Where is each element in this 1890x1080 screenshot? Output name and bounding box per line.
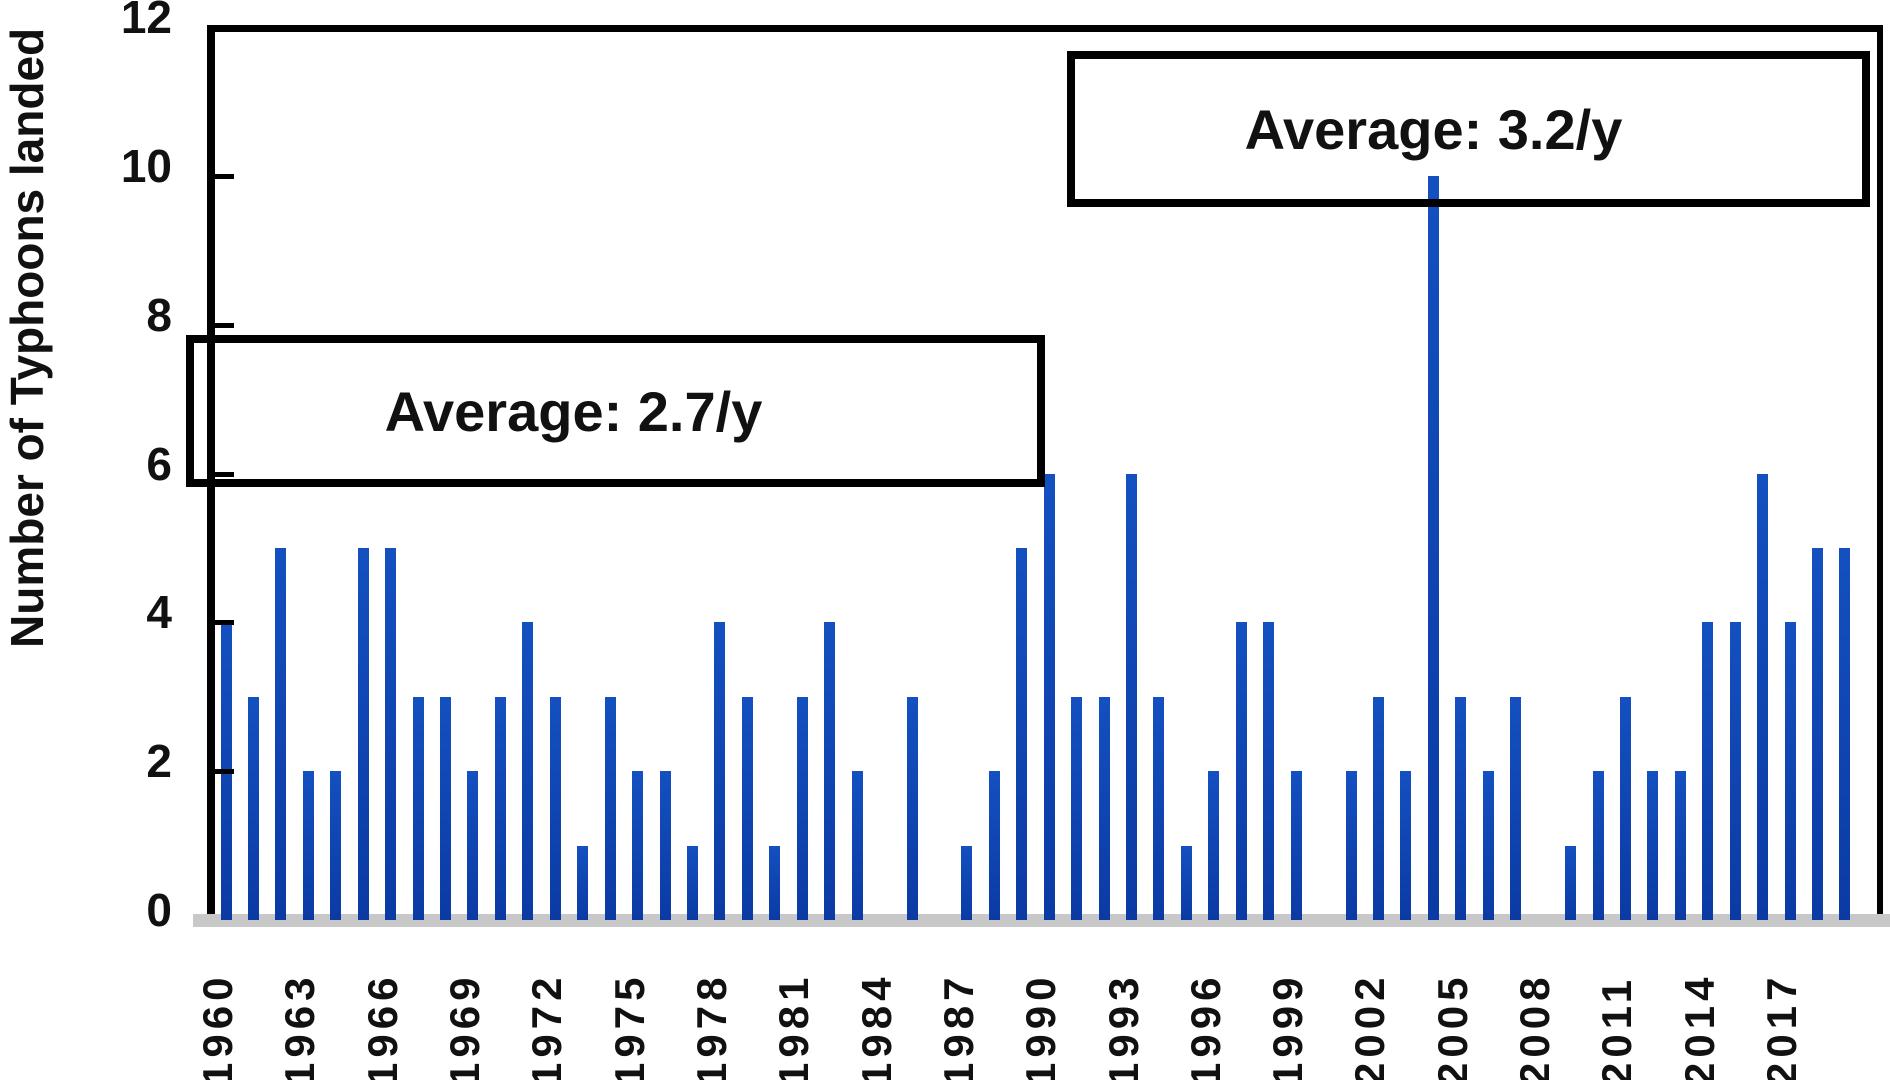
annotation-box-average-first-period: Average: 2.7/y: [186, 335, 1045, 487]
x-tick-label-1999: 1999: [1264, 972, 1312, 1080]
x-tick-label-1978: 1978: [687, 972, 735, 1080]
bar-1982: [824, 622, 836, 920]
bar-2017: [1784, 622, 1796, 920]
y-tick-label-2: 2: [146, 735, 172, 788]
bar-1969: [467, 771, 479, 920]
bar-1991: [1071, 696, 1083, 920]
y-tick-mark-8: [207, 322, 234, 328]
x-tick-label-1993: 1993: [1099, 972, 1147, 1080]
bar-1995: [1180, 845, 1192, 920]
x-tick-label-2008: 2008: [1511, 972, 1559, 1080]
bar-2015: [1729, 622, 1741, 920]
x-tick-label-1990: 1990: [1017, 972, 1065, 1080]
y-tick-label-4: 4: [146, 586, 172, 639]
bar-1983: [851, 771, 863, 920]
x-tick-label-2017: 2017: [1758, 972, 1806, 1080]
bar-1987: [961, 845, 973, 920]
bar-1971: [522, 622, 534, 920]
x-tick-label-2005: 2005: [1428, 972, 1476, 1080]
bar-1981: [796, 696, 808, 920]
bar-2016: [1757, 473, 1769, 920]
bar-1996: [1208, 771, 1220, 920]
bar-1961: [247, 696, 259, 920]
x-tick-label-1984: 1984: [852, 972, 900, 1080]
bar-1967: [412, 696, 424, 920]
bar-2011: [1619, 696, 1631, 920]
bar-1977: [686, 845, 698, 920]
x-tick-label-1966: 1966: [358, 972, 406, 1080]
bar-1966: [385, 548, 397, 920]
bar-2002: [1372, 696, 1384, 920]
y-tick-label-0: 0: [146, 884, 172, 936]
y-tick-label-10: 10: [120, 140, 172, 192]
bar-1989: [1016, 548, 1028, 920]
annotation-text-average-first-period: Average: 2.7/y: [384, 379, 763, 443]
x-tick-label-1981: 1981: [770, 972, 818, 1080]
y-tick-mark-6: [207, 471, 234, 477]
y-tick-mark-10: [207, 174, 234, 179]
bar-2013: [1674, 771, 1686, 920]
bar-1963: [302, 771, 314, 920]
y-tick-label-12: 12: [120, 0, 172, 44]
bar-2007: [1510, 696, 1522, 920]
bar-1990: [1043, 473, 1055, 920]
x-tick-label-1996: 1996: [1181, 972, 1229, 1080]
bar-1965: [357, 548, 369, 920]
bar-2010: [1592, 771, 1604, 920]
bar-1980: [769, 845, 781, 920]
x-tick-label-1969: 1969: [440, 972, 488, 1080]
bar-1994: [1153, 696, 1165, 920]
bar-2004: [1427, 176, 1439, 920]
bar-1997: [1235, 622, 1247, 920]
bar-1993: [1126, 473, 1138, 920]
x-tick-label-1987: 1987: [934, 972, 982, 1080]
bar-2005: [1455, 696, 1467, 920]
bar-2012: [1647, 771, 1659, 920]
x-tick-label-1960: 1960: [194, 972, 241, 1080]
bar-1964: [330, 771, 342, 920]
bar-1976: [659, 771, 671, 920]
bar-1973: [577, 845, 589, 920]
bar-2009: [1565, 845, 1577, 920]
bar-1998: [1263, 622, 1275, 920]
bar-1975: [632, 771, 644, 920]
bar-2018: [1812, 548, 1824, 920]
bar-1988: [988, 771, 1000, 920]
y-tick-label-8: 8: [146, 288, 172, 341]
x-tick-label-2002: 2002: [1346, 972, 1394, 1080]
bar-1974: [604, 696, 616, 920]
x-tick-label-1972: 1972: [523, 972, 571, 1080]
bar-1972: [549, 696, 561, 920]
bar-2014: [1702, 622, 1714, 920]
bar-2001: [1345, 771, 1357, 920]
bar-1979: [741, 696, 753, 920]
x-tick-label-2014: 2014: [1675, 972, 1723, 1080]
bar-1985: [906, 696, 918, 920]
annotation-text-average-second-period: Average: 3.2/y: [1244, 97, 1623, 161]
bar-2003: [1400, 771, 1412, 920]
bar-1999: [1290, 771, 1302, 920]
bar-2006: [1482, 771, 1494, 920]
bar-2019: [1839, 548, 1851, 920]
y-tick-mark-4: [207, 620, 234, 626]
bar-1968: [440, 696, 452, 920]
annotation-box-average-second-period: Average: 3.2/y: [1067, 51, 1870, 207]
bar-1962: [275, 548, 287, 920]
y-tick-mark-2: [207, 769, 234, 775]
bar-1992: [1098, 696, 1110, 920]
x-tick-label-2011: 2011: [1593, 974, 1641, 1080]
x-tick-label-1963: 1963: [276, 972, 324, 1080]
y-axis-title: Number of Typhoons landed: [1, 27, 53, 648]
bar-1970: [494, 696, 506, 920]
x-tick-label-1975: 1975: [605, 972, 653, 1080]
y-tick-label-6: 6: [146, 437, 172, 490]
bar-1978: [714, 622, 726, 920]
